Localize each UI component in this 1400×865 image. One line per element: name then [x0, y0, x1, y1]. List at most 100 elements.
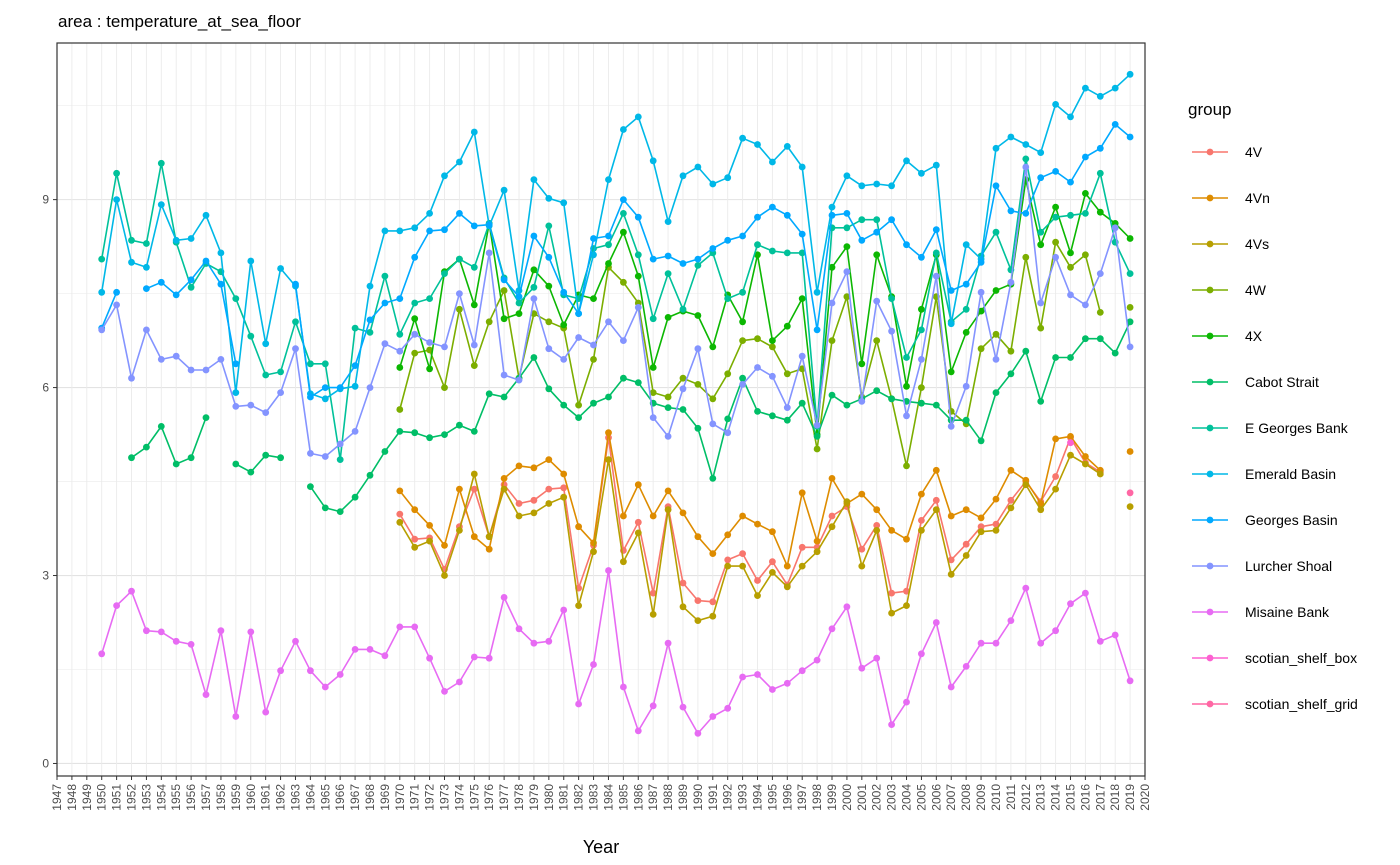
- data-point: [143, 263, 150, 271]
- data-point: [456, 210, 463, 217]
- legend-key-point: [1206, 516, 1214, 524]
- data-point: [769, 569, 776, 576]
- data-point: [709, 180, 717, 188]
- data-point: [128, 374, 135, 382]
- data-point: [560, 401, 568, 409]
- data-point: [232, 403, 240, 410]
- legend-key-point: [1206, 470, 1214, 478]
- data-point: [634, 113, 642, 121]
- data-point: [515, 625, 523, 633]
- data-point: [426, 210, 433, 217]
- data-point: [321, 504, 329, 512]
- data-point: [1037, 228, 1045, 236]
- data-point: [1126, 133, 1134, 141]
- data-point: [992, 182, 1000, 190]
- data-point: [411, 349, 419, 357]
- data-point: [694, 381, 702, 388]
- data-point: [783, 562, 791, 570]
- data-point: [977, 258, 985, 266]
- data-point: [217, 627, 225, 635]
- x-tick-label: 1957: [199, 784, 213, 811]
- data-point: [485, 390, 493, 398]
- legend-item: 4V: [1192, 144, 1263, 160]
- y-tick-label: 9: [42, 193, 49, 207]
- data-point: [1022, 347, 1030, 355]
- data-point: [873, 251, 881, 259]
- legend-label: scotian_shelf_box: [1245, 650, 1357, 666]
- data-point: [530, 176, 538, 184]
- data-point: [634, 518, 642, 526]
- data-point: [545, 500, 553, 507]
- data-point: [634, 213, 642, 221]
- x-tick-label: 1973: [438, 784, 452, 811]
- x-tick-label: 2015: [1063, 784, 1077, 811]
- data-point: [470, 263, 478, 271]
- data-point: [932, 466, 940, 474]
- data-point: [813, 421, 821, 429]
- data-point: [903, 535, 910, 543]
- data-point: [888, 295, 895, 302]
- data-point: [828, 203, 836, 211]
- x-tick-label: 1986: [631, 784, 645, 811]
- data-point: [918, 650, 925, 658]
- data-point: [1007, 504, 1015, 512]
- data-point: [545, 345, 553, 353]
- data-point: [232, 360, 240, 368]
- data-point: [962, 416, 970, 424]
- data-point: [649, 315, 657, 323]
- data-point: [590, 399, 597, 407]
- data-point: [798, 399, 806, 407]
- data-point: [903, 412, 910, 420]
- data-point: [605, 176, 612, 184]
- x-tick-label: 1977: [497, 784, 511, 811]
- data-point: [470, 533, 478, 541]
- data-point: [232, 295, 240, 302]
- data-point: [441, 572, 448, 579]
- x-tick-label: 1988: [661, 784, 675, 811]
- data-point: [1082, 453, 1089, 460]
- data-point: [351, 428, 359, 435]
- data-point: [769, 372, 776, 380]
- x-tick-label: 1999: [825, 784, 839, 811]
- data-point: [560, 321, 568, 329]
- data-point: [769, 412, 776, 420]
- data-point: [1052, 203, 1059, 211]
- data-point: [262, 708, 270, 716]
- data-point: [977, 514, 985, 522]
- x-tick-label: 2003: [885, 784, 899, 811]
- x-tick-label: 2002: [870, 784, 884, 811]
- data-point: [1052, 473, 1059, 480]
- data-point: [590, 356, 597, 363]
- data-point: [783, 370, 791, 378]
- data-point: [113, 301, 120, 309]
- data-point: [903, 382, 910, 390]
- data-point: [918, 490, 925, 498]
- data-point: [381, 272, 389, 280]
- series-line: [100, 73, 1131, 400]
- data-point: [1007, 347, 1015, 355]
- data-point: [545, 282, 553, 290]
- x-tick-label: 1975: [467, 784, 481, 811]
- x-tick-label: 2017: [1093, 784, 1107, 811]
- data-point: [560, 470, 568, 478]
- data-point: [739, 318, 746, 326]
- data-point: [813, 656, 821, 664]
- data-point: [1037, 398, 1045, 405]
- series-emerald-basin: [98, 70, 1134, 403]
- data-point: [724, 236, 732, 244]
- data-point: [947, 683, 955, 691]
- legend-item: 4W: [1192, 282, 1267, 298]
- x-tick-label: 1979: [527, 784, 541, 811]
- legend-label: 4V: [1245, 144, 1263, 160]
- data-point: [754, 592, 761, 599]
- data-point: [500, 287, 508, 294]
- data-point: [858, 545, 866, 553]
- data-point: [143, 326, 150, 334]
- data-point: [1067, 178, 1074, 186]
- data-point: [456, 255, 463, 263]
- x-tick-label: 1950: [95, 784, 109, 811]
- data-point: [783, 583, 791, 591]
- data-point: [694, 163, 702, 171]
- data-point: [709, 395, 717, 403]
- data-point: [992, 228, 1000, 236]
